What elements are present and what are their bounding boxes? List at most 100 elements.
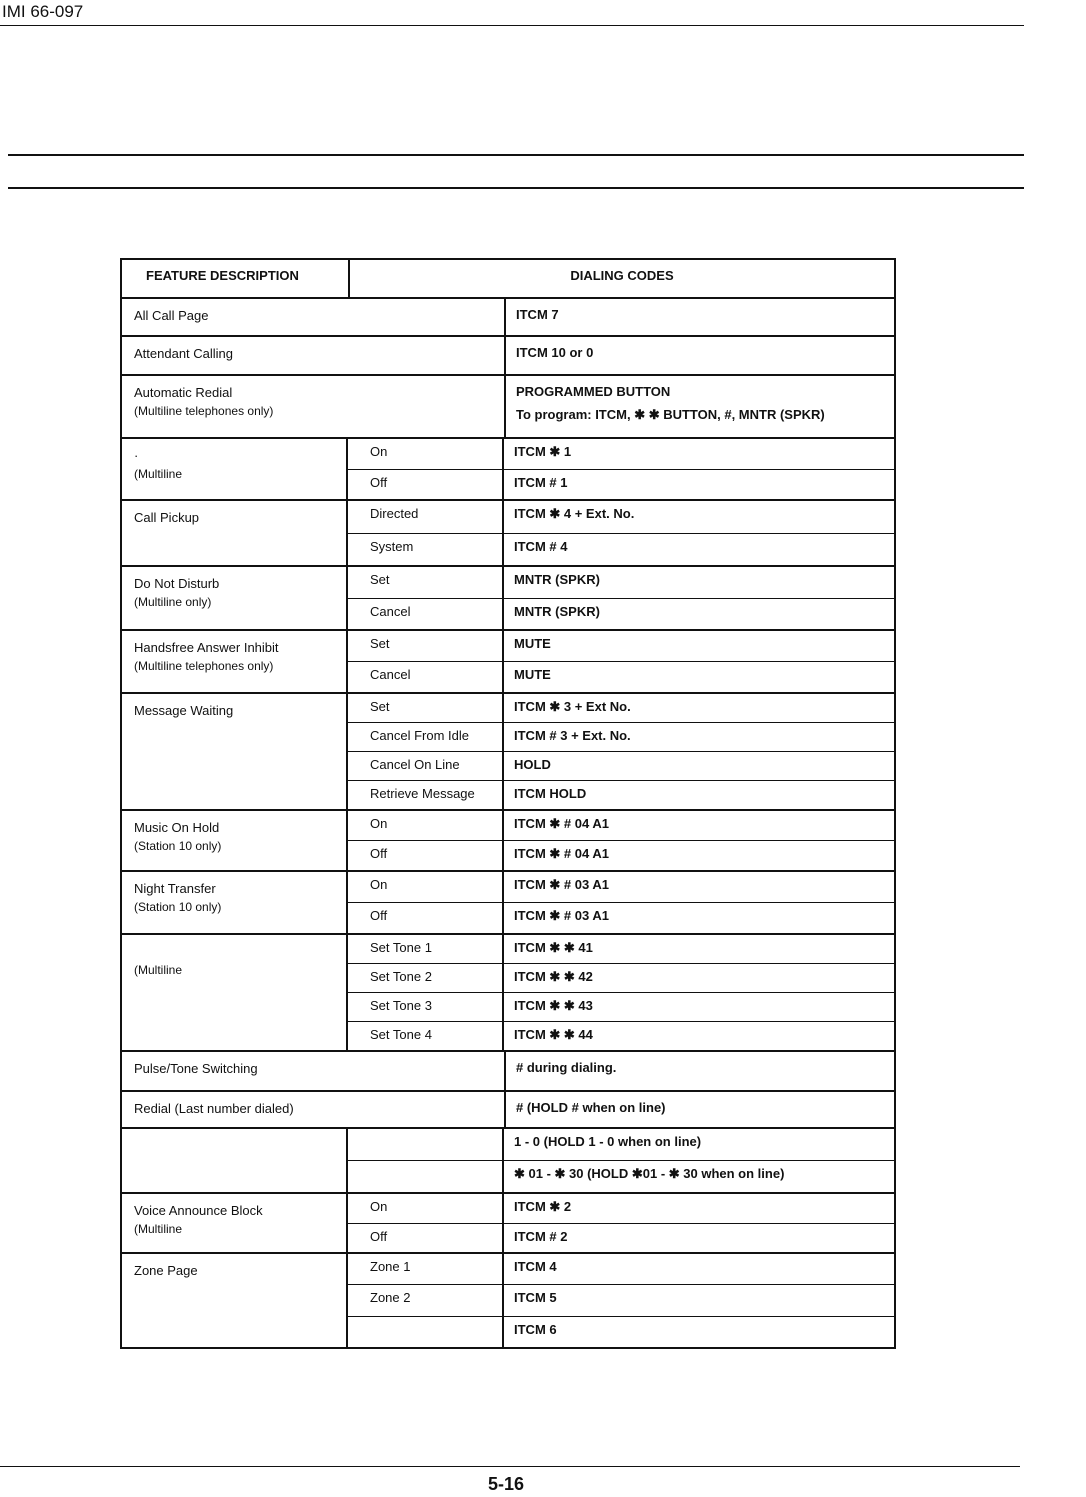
feature-text: Call Pickup: [134, 510, 200, 525]
option-cell: On: [348, 811, 504, 840]
feature-text: Attendant Calling: [134, 346, 234, 361]
table-row: All Call Page ITCM 7: [122, 299, 894, 337]
feature-text: Zone Page: [134, 1263, 198, 1278]
dialing-code: ITCM 10 or 0: [504, 337, 894, 374]
feature-description: Zone Page: [122, 1254, 346, 1347]
table-row: Voice Announce Block (Multiline On ITCM ✱ 2…: [122, 1194, 894, 1254]
dialing-code-line: # during dialing.: [516, 1060, 617, 1075]
option-cell: Off: [348, 1223, 504, 1252]
dialing-code: HOLD: [514, 757, 551, 772]
feature-text: [134, 943, 346, 961]
sub-row: ITCM 6: [348, 1316, 894, 1347]
dialing-code: # (HOLD # when on line): [504, 1092, 894, 1127]
column-header-feature: FEATURE DESCRIPTION: [122, 260, 350, 297]
table-row: Do Not Disturb (Multiline only) Set MNTR (S…: [122, 567, 894, 631]
feature-description: Night Transfer (Station 10 only): [122, 872, 346, 933]
sub-rows: On ITCM ✱ 1 Off ITCM # 1: [346, 439, 894, 499]
feature-text: (Multiline: [134, 467, 183, 481]
sub-rows: On ITCM ✱ # 04 A1 Off ITCM ✱ # 04 A1: [346, 811, 894, 870]
feature-text: Voice Announce Block: [134, 1203, 263, 1218]
option-cell: Off: [348, 903, 504, 933]
feature-description: Music On Hold (Station 10 only): [122, 811, 346, 870]
feature-text: Pulse/Tone Switching: [134, 1061, 258, 1076]
table-body: All Call Page ITCM 7 Attendant Calling ITCM…: [122, 299, 894, 1347]
table-row: Handsfree Answer Inhibit (Multiline telep…: [122, 631, 894, 694]
feature-text: Do Not Disturb: [134, 576, 220, 591]
feature-text: ·: [134, 448, 139, 463]
dialing-code: ITCM ✱ ✱ 44: [514, 1027, 593, 1042]
table-row: Automatic Redial (Multiline telephones on…: [122, 376, 894, 439]
sub-row: 1 - 0 (HOLD 1 - 0 when on line): [348, 1129, 894, 1161]
sub-row: Cancel MNTR (SPKR): [348, 598, 894, 629]
sub-row: Cancel MUTE: [348, 662, 894, 692]
option-cell: Set Tone 4: [348, 1022, 504, 1050]
sub-row: Cancel On Line HOLD: [348, 752, 894, 781]
feature-description: Handsfree Answer Inhibit (Multiline telep…: [122, 631, 346, 692]
option-cell: [348, 1129, 504, 1160]
dialing-code-line: # (HOLD # when on line): [516, 1100, 666, 1115]
feature-description: Redial (Last number dialed): [122, 1092, 504, 1127]
dialing-code: ITCM ✱ # 04 A1: [514, 816, 609, 831]
feature-description: Do Not Disturb (Multiline only): [122, 567, 346, 629]
feature-description: (Multiline: [122, 935, 346, 1050]
dialing-code-line: ITCM 7: [516, 307, 559, 322]
dialing-code: ITCM ✱ 1: [514, 444, 572, 459]
sub-rows: Set MNTR (SPKR) Cancel MNTR (SPKR): [346, 567, 894, 629]
option-cell: Set Tone 1: [348, 935, 504, 963]
feature-text: Music On Hold: [134, 820, 220, 835]
table-row: Music On Hold (Station 10 only) On ITCM ✱ #…: [122, 811, 894, 872]
option-cell: Cancel: [348, 598, 504, 629]
feature-description: Attendant Calling: [122, 337, 504, 374]
dialing-code: # during dialing.: [504, 1052, 894, 1090]
feature-text: (Multiline telephones only): [134, 404, 274, 418]
feature-text: Automatic Redial: [134, 385, 233, 400]
dialing-code: ITCM 7: [504, 299, 894, 335]
option-cell: Set: [348, 631, 504, 661]
sub-row: Zone 1 ITCM 4: [348, 1254, 894, 1286]
option-cell: Cancel On Line: [348, 752, 504, 780]
sub-rows: Zone 1 ITCM 4 Zone 2 ITCM 5 ITCM 6: [346, 1254, 894, 1347]
feature-text: (Station 10 only): [134, 839, 222, 853]
dialing-code-line: To program: ITCM, ✱ ✱ BUTTON, #, MNTR (S…: [516, 407, 825, 422]
table-row: Attendant Calling ITCM 10 or 0: [122, 337, 894, 376]
sub-rows: Set MUTE Cancel MUTE: [346, 631, 894, 692]
dialing-code: MUTE: [514, 636, 551, 651]
dialing-code: ITCM 5: [514, 1290, 557, 1306]
sub-rows: Directed ITCM ✱ 4 + Ext. No. System ITCM # …: [346, 501, 894, 565]
option-cell: Cancel: [348, 662, 504, 692]
option-cell: On: [348, 439, 504, 469]
feature-text: (Multiline only): [134, 595, 212, 609]
page-number: 5-16: [488, 1474, 525, 1494]
table-row: Pulse/Tone Switching # during dialing.: [122, 1052, 894, 1092]
option-cell: Off: [348, 469, 504, 499]
dialing-code: ITCM ✱ 3 + Ext No.: [514, 699, 631, 714]
column-header-codes: DIALING CODES: [570, 268, 674, 283]
sub-row: Cancel From Idle ITCM # 3 + Ext. No.: [348, 723, 894, 752]
table-header: FEATURE DESCRIPTION DIALING CODES: [122, 260, 894, 299]
sub-row: On ITCM ✱ 2: [348, 1194, 894, 1224]
feature-description: · (Multiline: [122, 439, 346, 499]
feature-text: (Multiline: [134, 963, 183, 977]
feature-description: [122, 1129, 346, 1192]
sub-row: On ITCM ✱ # 04 A1: [348, 811, 894, 841]
table-row: (Multiline Set Tone 1 ITCM ✱ ✱ 41 Set Tone …: [122, 935, 894, 1052]
dialing-code: ITCM ✱ 2: [514, 1199, 572, 1214]
sub-row: Off ITCM ✱ # 03 A1: [348, 903, 894, 933]
footer-rule: [0, 1466, 1020, 1467]
sub-row: Retrieve Message ITCM HOLD: [348, 781, 894, 809]
dialing-code: MUTE: [514, 667, 551, 682]
option-cell: Directed: [348, 501, 504, 533]
section-rule-bottom: [8, 187, 1024, 189]
dialing-code: PROGRAMMED BUTTON To program: ITCM, ✱ ✱ B…: [504, 376, 894, 437]
feature-text: Message Waiting: [134, 703, 234, 718]
section-rule-top: [8, 154, 1024, 156]
option-cell: Cancel From Idle: [348, 723, 504, 751]
option-cell: System: [348, 533, 504, 565]
sub-row: Set MNTR (SPKR): [348, 567, 894, 599]
sub-row: Zone 2 ITCM 5: [348, 1285, 894, 1317]
sub-row: Set Tone 4 ITCM ✱ ✱ 44: [348, 1022, 894, 1050]
table-row: · (Multiline On ITCM ✱ 1 Off ITCM # 1: [122, 439, 894, 501]
table-row: Night Transfer (Station 10 only) On ITCM ✱ …: [122, 872, 894, 935]
dialing-code: ITCM # 3 + Ext. No.: [514, 728, 631, 743]
